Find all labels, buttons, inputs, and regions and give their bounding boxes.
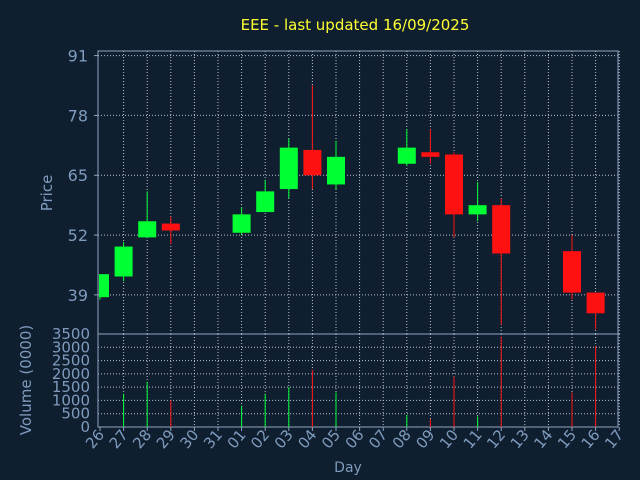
candle-body-up <box>397 147 416 164</box>
candle-body-up <box>256 191 275 213</box>
volume-tick-label: 500 <box>61 405 90 423</box>
candle-body-down <box>421 152 440 157</box>
price-tick-label: 52 <box>68 226 88 245</box>
price-tick-label: 78 <box>68 106 88 125</box>
volume-tick-label: 2000 <box>52 365 90 383</box>
price-tick-label: 39 <box>68 286 88 305</box>
candle-body-up <box>232 214 251 233</box>
price-tick-label: 65 <box>68 166 88 185</box>
candle-body-up <box>99 274 109 298</box>
volume-tick-label: 0 <box>80 418 90 436</box>
candle-body-up <box>138 221 157 238</box>
candle-body-down <box>563 251 581 293</box>
price-axis-label: Price <box>38 175 56 212</box>
candle-body-up <box>114 246 133 277</box>
x-axis-ticks: 2627282930310102030405060708091011121314… <box>82 426 627 452</box>
volume-tick-label: 1500 <box>52 378 90 396</box>
volume-tick-label: 3000 <box>52 338 90 356</box>
volume-tick-label: 1000 <box>52 391 90 409</box>
candle-body-up <box>327 156 345 185</box>
candle-body-up <box>279 147 298 190</box>
volume-tick-label: 3500 <box>52 325 90 343</box>
candle-body-down <box>161 223 180 231</box>
volume-tick-label: 2500 <box>52 352 90 370</box>
candle-body-up <box>468 205 487 215</box>
volume-panel-frame <box>97 333 619 428</box>
candle-body-down <box>445 154 463 215</box>
candle-body-down <box>586 292 605 314</box>
chart-title: EEE - last updated 16/09/2025 <box>241 16 470 34</box>
candle-body-down <box>303 149 322 176</box>
candle-body-down <box>492 205 511 254</box>
price-tick-label: 91 <box>68 47 88 66</box>
day-axis-label: Day <box>334 460 362 476</box>
volume-axis-label: Volume (0000) <box>17 325 35 435</box>
